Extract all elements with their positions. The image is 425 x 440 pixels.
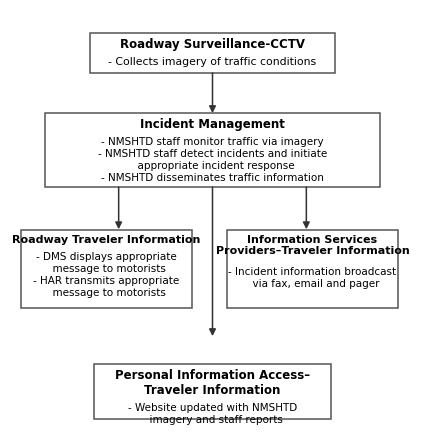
Bar	[21, 230, 192, 308]
Text: Personal Information Access–
Traveler Information: Personal Information Access– Traveler In…	[115, 369, 310, 397]
Text: Roadway Traveler Information: Roadway Traveler Information	[12, 235, 201, 245]
Text: Information Services
Providers–Traveler Information: Information Services Providers–Traveler …	[215, 235, 409, 256]
Text: - DMS displays appropriate
  message to motorists
- HAR transmits appropriate
  : - DMS displays appropriate message to mo…	[33, 253, 179, 298]
Bar	[45, 114, 380, 187]
Bar	[90, 33, 335, 73]
Text: - Website updated with NMSHTD
  imagery and staff reports: - Website updated with NMSHTD imagery an…	[128, 403, 297, 425]
Text: Roadway Surveillance-CCTV: Roadway Surveillance-CCTV	[120, 38, 305, 51]
Text: Incident Management: Incident Management	[140, 118, 285, 132]
Bar	[227, 230, 398, 308]
Text: - Incident information broadcast
  via fax, email and pager: - Incident information broadcast via fax…	[228, 267, 397, 289]
Text: - NMSHTD staff monitor traffic via imagery
- NMSHTD staff detect incidents and i: - NMSHTD staff monitor traffic via image…	[98, 137, 327, 183]
Text: - Collects imagery of traffic conditions: - Collects imagery of traffic conditions	[108, 57, 317, 67]
Bar	[94, 363, 331, 418]
